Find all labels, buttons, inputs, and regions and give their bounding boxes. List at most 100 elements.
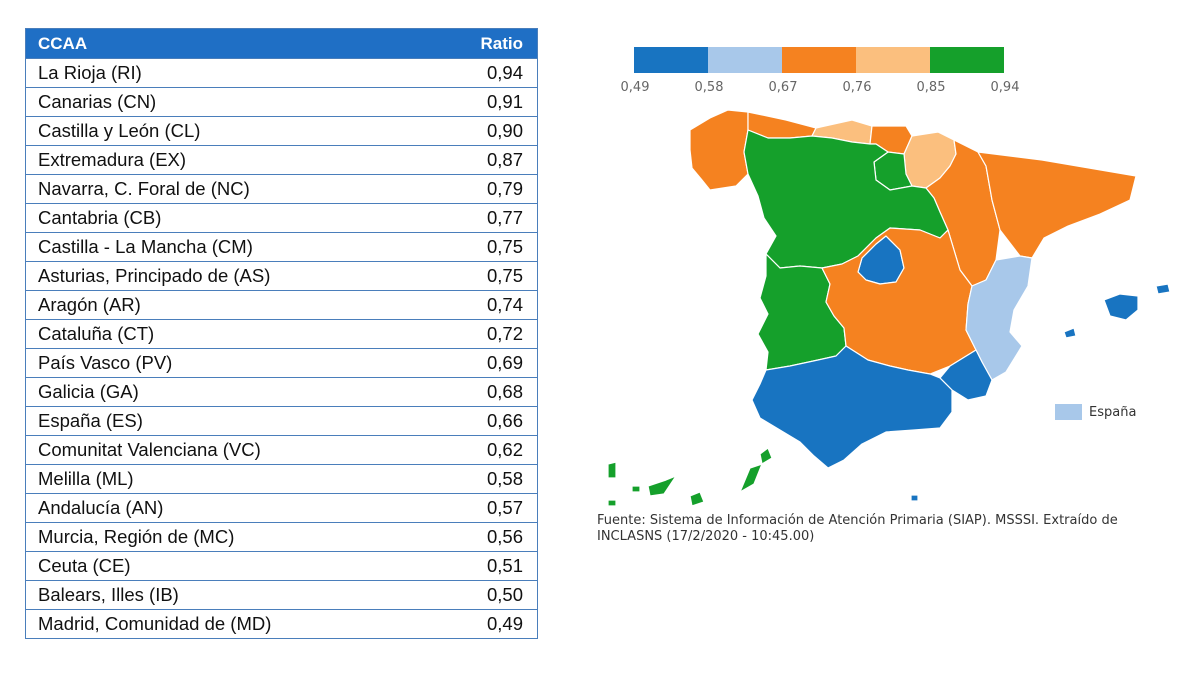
ratio-value: 0,90 bbox=[486, 120, 523, 141]
region-name: La Rioja (RI) bbox=[38, 62, 142, 83]
spain-legend-swatch bbox=[1055, 404, 1082, 420]
legend-tick-label: 0,67 bbox=[768, 80, 798, 95]
region-name: Cantabria (CB) bbox=[38, 207, 162, 228]
region-name: Aragón (AR) bbox=[38, 294, 141, 315]
table-row: Castilla y León (CL) 0,90 bbox=[26, 116, 537, 145]
choropleth-map: 0,49 0,58 0,67 0,76 0,85 0,94 bbox=[590, 40, 1180, 580]
table-row: Andalucía (AN) 0,57 bbox=[26, 493, 537, 522]
region-canarias-lanzarote bbox=[759, 447, 773, 465]
region-name: Canarias (CN) bbox=[38, 91, 157, 112]
table-row: Murcia, Región de (MC) 0,56 bbox=[26, 522, 537, 551]
table-row: Madrid, Comunidad de (MD) 0,49 bbox=[26, 609, 537, 638]
ratio-value: 0,77 bbox=[486, 207, 523, 228]
ratio-value: 0,62 bbox=[486, 439, 523, 460]
table-row: España (ES) 0,66 bbox=[26, 406, 537, 435]
table-row: Comunitat Valenciana (VC) 0,62 bbox=[26, 435, 537, 464]
region-baleares-ibiza bbox=[1063, 327, 1077, 339]
region-castilla-la-mancha bbox=[821, 227, 977, 375]
region-name: Castilla - La Mancha (CM) bbox=[38, 236, 253, 257]
ratio-table: CCAA Ratio La Rioja (RI) 0,94 Canarias (CN… bbox=[25, 28, 538, 639]
region-name: Comunitat Valenciana (VC) bbox=[38, 439, 261, 460]
region-name: Castilla y León (CL) bbox=[38, 120, 201, 141]
ratio-value: 0,51 bbox=[486, 555, 523, 576]
region-andalucia bbox=[751, 345, 953, 469]
ratio-value: 0,58 bbox=[486, 468, 523, 489]
table-row: Asturias, Principado de (AS) 0,75 bbox=[26, 261, 537, 290]
legend-swatch bbox=[708, 47, 782, 73]
region-canarias-la-palma bbox=[607, 461, 617, 479]
spain-map bbox=[607, 109, 1171, 507]
region-baleares-menorca bbox=[1155, 283, 1171, 295]
color-legend bbox=[634, 47, 1004, 73]
region-valenciana bbox=[965, 255, 1033, 381]
ratio-value: 0,87 bbox=[486, 149, 523, 170]
spain-legend-label: España bbox=[1089, 404, 1137, 420]
legend-swatch bbox=[634, 47, 708, 73]
region-canarias-gomera bbox=[631, 485, 641, 493]
ratio-value: 0,91 bbox=[486, 91, 523, 112]
region-cataluna bbox=[977, 151, 1137, 259]
region-murcia bbox=[939, 349, 993, 401]
table-row: Balears, Illes (IB) 0,50 bbox=[26, 580, 537, 609]
ratio-value: 0,69 bbox=[486, 352, 523, 373]
ratio-value: 0,75 bbox=[486, 265, 523, 286]
ratio-value: 0,57 bbox=[486, 497, 523, 518]
region-name: Ceuta (CE) bbox=[38, 555, 131, 576]
ratio-value: 0,56 bbox=[486, 526, 523, 547]
table-row: Galicia (GA) 0,68 bbox=[26, 377, 537, 406]
legend-ticks: 0,49 0,58 0,67 0,76 0,85 0,94 bbox=[615, 80, 1045, 100]
table-row: Canarias (CN) 0,91 bbox=[26, 87, 537, 116]
region-name: Madrid, Comunidad de (MD) bbox=[38, 613, 272, 634]
ratio-value: 0,68 bbox=[486, 381, 523, 402]
ratio-value: 0,50 bbox=[486, 584, 523, 605]
region-name: Balears, Illes (IB) bbox=[38, 584, 179, 605]
legend-swatch bbox=[856, 47, 930, 73]
ratio-value: 0,72 bbox=[486, 323, 523, 344]
region-ceuta bbox=[910, 494, 919, 502]
region-name: Melilla (ML) bbox=[38, 468, 134, 489]
region-canarias-tenerife bbox=[647, 475, 677, 497]
region-baleares-mallorca bbox=[1103, 293, 1139, 321]
legend-swatch bbox=[930, 47, 1004, 73]
region-name: Extremadura (EX) bbox=[38, 149, 187, 170]
spain-legend: España bbox=[1055, 404, 1136, 420]
table-body: La Rioja (RI) 0,94 Canarias (CN) 0,91 Castil… bbox=[26, 58, 537, 638]
source-note: Fuente: Sistema de Información de Atenci… bbox=[597, 513, 1118, 544]
region-canarias-hierro bbox=[607, 499, 617, 507]
table-row: Cataluña (CT) 0,72 bbox=[26, 319, 537, 348]
ratio-value: 0,74 bbox=[486, 294, 523, 315]
table-row: Aragón (AR) 0,74 bbox=[26, 290, 537, 319]
legend-tick-label: 0,94 bbox=[990, 80, 1020, 95]
legend-tick-label: 0,58 bbox=[694, 80, 724, 95]
ratio-value: 0,79 bbox=[486, 178, 523, 199]
table-row: Extremadura (EX) 0,87 bbox=[26, 145, 537, 174]
region-name: País Vasco (PV) bbox=[38, 352, 173, 373]
ratio-value: 0,49 bbox=[486, 613, 523, 634]
region-canarias-gran-canaria bbox=[689, 491, 705, 507]
legend-tick-label: 0,85 bbox=[916, 80, 946, 95]
ratio-value: 0,94 bbox=[486, 62, 523, 83]
table-row: Navarra, C. Foral de (NC) 0,79 bbox=[26, 174, 537, 203]
header-region: CCAA bbox=[38, 33, 88, 53]
region-name: España (ES) bbox=[38, 410, 143, 431]
region-name: Cataluña (CT) bbox=[38, 323, 155, 344]
region-galicia bbox=[689, 109, 749, 191]
region-name: Navarra, C. Foral de (NC) bbox=[38, 178, 250, 199]
table-row: Cantabria (CB) 0,77 bbox=[26, 203, 537, 232]
region-name: Asturias, Principado de (AS) bbox=[38, 265, 271, 286]
table-row: Melilla (ML) 0,58 bbox=[26, 464, 537, 493]
legend-swatch bbox=[782, 47, 856, 73]
table-row: País Vasco (PV) 0,69 bbox=[26, 348, 537, 377]
table-row: La Rioja (RI) 0,94 bbox=[26, 58, 537, 87]
ratio-value: 0,75 bbox=[486, 236, 523, 257]
region-canarias-fuerteventura bbox=[739, 463, 763, 493]
region-name: Andalucía (AN) bbox=[38, 497, 164, 518]
header-ratio: Ratio bbox=[480, 33, 524, 53]
legend-tick-label: 0,49 bbox=[620, 80, 650, 95]
region-name: Galicia (GA) bbox=[38, 381, 139, 402]
region-name: Murcia, Región de (MC) bbox=[38, 526, 235, 547]
table-row: Ceuta (CE) 0,51 bbox=[26, 551, 537, 580]
table-header: CCAA Ratio bbox=[26, 29, 537, 58]
table-row: Castilla - La Mancha (CM) 0,75 bbox=[26, 232, 537, 261]
ratio-value: 0,66 bbox=[486, 410, 523, 431]
